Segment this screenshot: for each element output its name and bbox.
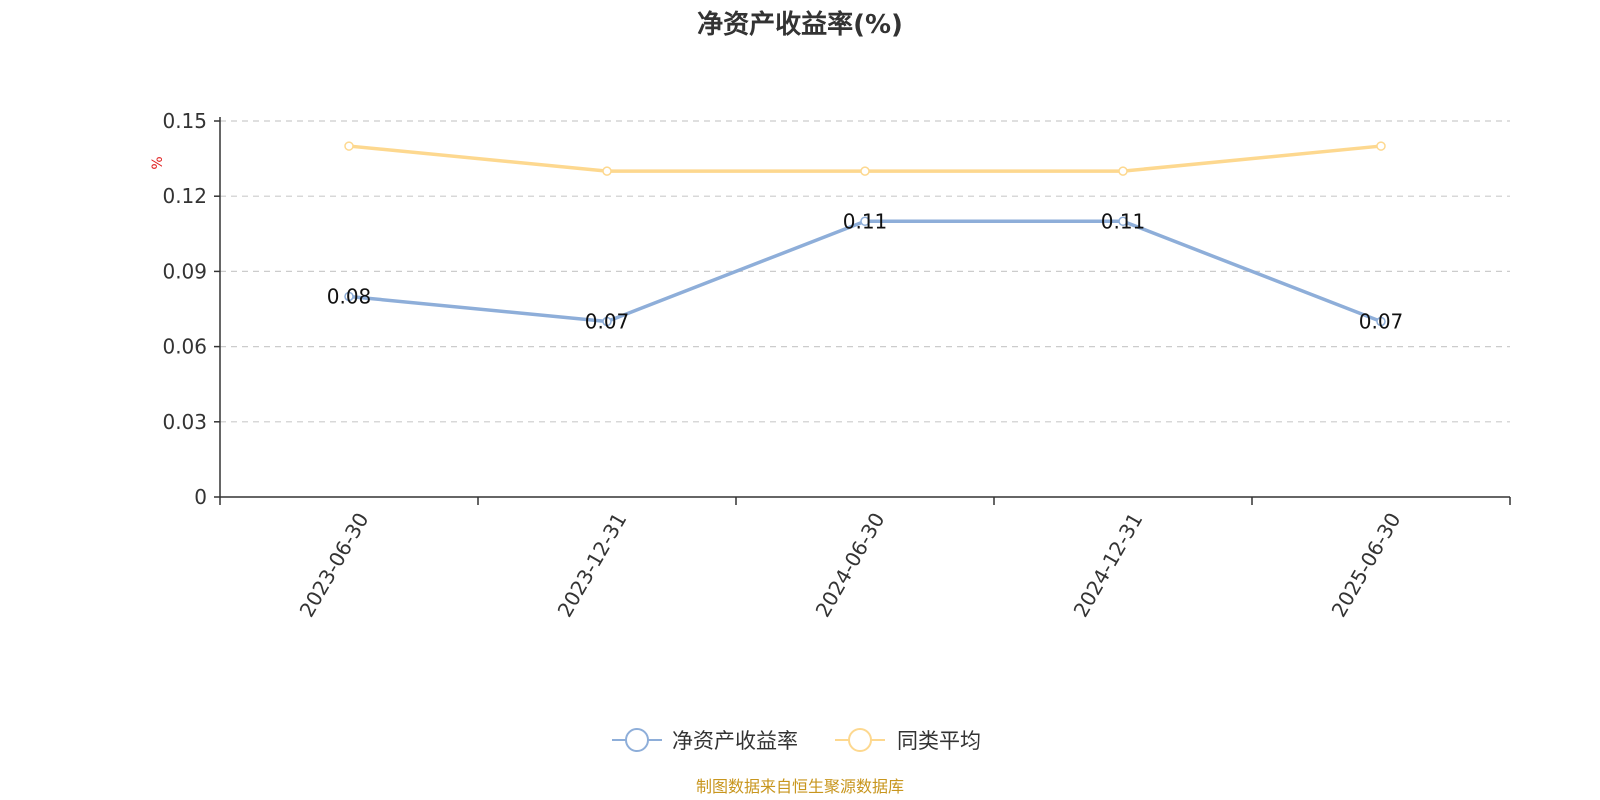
x-tick-label: 2023-06-30: [295, 509, 374, 622]
y-tick-label: 0.03: [162, 410, 207, 434]
legend-label: 同类平均: [897, 729, 981, 753]
data-point[interactable]: [1118, 166, 1128, 176]
y-axis-unit: %: [150, 156, 166, 169]
x-tick-label: 2023-12-31: [553, 509, 632, 622]
y-tick-label: 0.12: [162, 184, 207, 208]
data-point[interactable]: [344, 291, 354, 302]
data-label: 0.11: [1101, 209, 1146, 233]
data-point[interactable]: [344, 141, 354, 151]
data-label: 0.07: [585, 310, 630, 334]
data-point[interactable]: [860, 166, 870, 176]
x-tick-label: 2025-06-30: [1327, 509, 1406, 622]
y-tick-label: 0.15: [162, 109, 207, 133]
data-label: 0.08: [327, 284, 372, 308]
data-point[interactable]: [1376, 141, 1386, 151]
data-point[interactable]: [1376, 316, 1386, 327]
data-point[interactable]: [602, 316, 612, 327]
y-tick-label: 0.09: [162, 259, 207, 283]
legend-item-1[interactable]: 同类平均: [835, 728, 981, 753]
legend-marker: [848, 728, 872, 752]
x-tick-label: 2024-12-31: [1069, 509, 1148, 622]
data-point[interactable]: [602, 166, 612, 176]
data-label: 0.07: [1359, 310, 1404, 334]
series-layer: 0.08 0.07 0.11 0.11 0.07: [327, 141, 1404, 334]
grid-lines: [220, 120, 1510, 423]
data-point[interactable]: [1118, 216, 1128, 227]
data-point[interactable]: [860, 216, 870, 227]
y-tick-label: 0: [194, 485, 207, 509]
legend-marker: [625, 728, 649, 752]
legend-label: 净资产收益率: [672, 729, 798, 753]
axes: 0 0.03 0.06 0.09 0.12 0.15 2023-06-30 2023-12-3…: [162, 109, 1511, 622]
legend-item-0[interactable]: 净资产收益率: [612, 728, 798, 753]
y-tick-label: 0.06: [162, 335, 207, 359]
legend[interactable]: 净资产收益率 同类平均: [612, 728, 981, 753]
source-note: 制图数据来自恒生聚源数据库: [696, 777, 904, 796]
data-label: 0.11: [843, 209, 888, 233]
chart-title: 净资产收益率(%): [697, 9, 903, 40]
x-tick-label: 2024-06-30: [811, 509, 890, 622]
